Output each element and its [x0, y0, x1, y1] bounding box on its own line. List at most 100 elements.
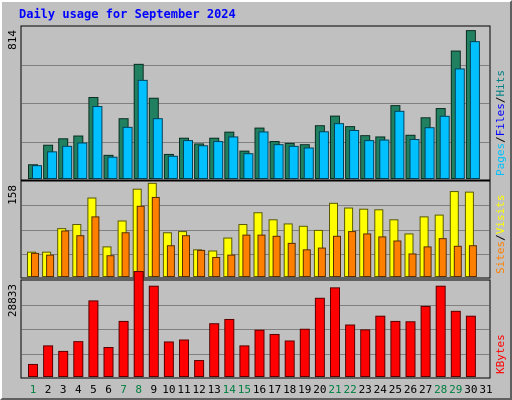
bar-pages-day-10 [167, 155, 178, 179]
legend-item: Sites [494, 241, 507, 274]
x-tick-day-31: 31 [479, 383, 492, 396]
bar-sites-day-1 [31, 252, 39, 278]
x-tick-day-1: 1 [30, 383, 37, 396]
x-tick-day-2: 2 [45, 383, 52, 396]
x-tick-day-28: 28 [434, 383, 447, 396]
bar-sites-day-11 [182, 235, 190, 277]
bar-pages-day-7 [122, 126, 133, 179]
x-tick-day-29: 29 [449, 383, 462, 396]
x-tick-day-13: 13 [208, 383, 221, 396]
bar-pages-day-5 [92, 106, 103, 179]
x-tick-day-12: 12 [192, 383, 205, 396]
legend-kbytes: KBytes [494, 334, 507, 374]
bar-sites-day-16 [257, 234, 266, 277]
bar-kbytes-day-15 [239, 345, 250, 378]
legend-item: / [494, 136, 507, 143]
bar-pages-day-17 [273, 144, 284, 180]
bar-pages-day-13 [213, 141, 224, 179]
bar-sites-day-15 [242, 234, 251, 277]
bar-pages-day-29 [454, 68, 465, 179]
bar-sites-day-29 [453, 245, 462, 278]
bar-kbytes-day-13 [209, 323, 220, 377]
bar-kbytes-day-20 [314, 297, 325, 378]
bar-pages-day-4 [77, 142, 88, 180]
bar-kbytes-day-24 [375, 315, 386, 377]
bar-pages-day-6 [107, 156, 118, 179]
x-tick-day-8: 8 [135, 383, 142, 396]
x-tick-day-27: 27 [419, 383, 432, 396]
bar-sites-day-2 [46, 254, 55, 277]
bar-pages-day-26 [409, 139, 420, 179]
bar-kbytes-day-26 [405, 321, 416, 377]
bar-sites-day-23 [363, 233, 372, 277]
bar-kbytes-day-21 [330, 287, 340, 378]
bar-kbytes-day-6 [103, 347, 114, 378]
bar-pages-day-9 [152, 118, 163, 179]
x-tick-day-10: 10 [162, 383, 175, 396]
bar-sites-day-24 [378, 236, 387, 277]
bar-kbytes-day-27 [420, 305, 431, 377]
bar-pages-day-3 [62, 145, 73, 179]
bar-pages-day-2 [47, 151, 58, 179]
bar-pages-day-14 [228, 136, 239, 179]
bar-sites-day-6 [106, 255, 115, 277]
x-tick-day-9: 9 [150, 383, 157, 396]
bar-pages-day-16 [258, 131, 269, 179]
legend-item: Hits [494, 70, 507, 97]
bar-kbytes-day-1 [28, 363, 38, 377]
x-tick-day-20: 20 [313, 383, 326, 396]
bar-pages-day-28 [439, 115, 450, 179]
bar-kbytes-day-2 [43, 345, 54, 378]
x-tick-day-15: 15 [238, 383, 251, 396]
bar-kbytes-day-18 [284, 340, 295, 378]
x-tick-day-18: 18 [283, 383, 296, 396]
x-tick-day-11: 11 [177, 383, 190, 396]
bar-kbytes-day-7 [118, 320, 129, 377]
x-tick-day-14: 14 [223, 383, 237, 396]
bar-sites-day-9 [151, 196, 160, 278]
bar-kbytes-day-12 [194, 360, 205, 378]
bar-pages-day-1 [32, 165, 42, 180]
bar-kbytes-day-11 [179, 339, 189, 378]
bar-pages-day-22 [349, 129, 360, 180]
legend-visits-sites: Sites/Visits [494, 195, 507, 275]
bar-sites-day-27 [423, 246, 432, 278]
x-tick-day-6: 6 [105, 383, 112, 396]
bar-sites-day-13 [212, 256, 221, 277]
bar-sites-day-26 [408, 253, 417, 278]
bar-pages-day-30 [469, 41, 480, 180]
bar-pages-day-24 [379, 139, 390, 179]
bar-sites-day-12 [197, 249, 206, 278]
bar-kbytes-day-5 [88, 300, 99, 377]
x-tick-day-22: 22 [343, 383, 356, 396]
bar-pages-day-8 [137, 79, 148, 179]
x-tick-day-21: 21 [328, 383, 341, 396]
x-tick-day-16: 16 [253, 383, 266, 396]
bar-kbytes-day-23 [360, 329, 371, 378]
bar-kbytes-day-9 [148, 285, 159, 377]
bar-pages-day-15 [243, 153, 254, 180]
bar-sites-day-14 [227, 254, 236, 277]
bar-sites-day-21 [333, 235, 341, 277]
y-max-label-hits-files-pages: 814 [6, 30, 19, 50]
bar-kbytes-day-16 [254, 329, 265, 378]
x-tick-day-4: 4 [75, 383, 82, 396]
x-tick-day-26: 26 [404, 383, 417, 396]
bar-sites-day-28 [438, 238, 447, 278]
bar-sites-day-8 [136, 205, 145, 278]
bar-sites-day-3 [61, 230, 70, 277]
bar-sites-day-10 [166, 245, 175, 278]
bar-sites-day-4 [76, 235, 85, 277]
bar-sites-day-25 [393, 240, 402, 278]
bar-kbytes-day-19 [299, 328, 310, 377]
bar-pages-day-11 [183, 140, 193, 179]
legend-item: KBytes [494, 334, 507, 374]
bar-kbytes-day-8 [133, 271, 144, 377]
bar-kbytes-day-17 [269, 333, 280, 377]
bar-sites-day-18 [287, 242, 296, 278]
legend-item: Files [494, 103, 507, 136]
bar-kbytes-day-10 [163, 341, 174, 377]
bar-kbytes-day-14 [224, 318, 235, 377]
bar-kbytes-day-25 [390, 320, 401, 377]
